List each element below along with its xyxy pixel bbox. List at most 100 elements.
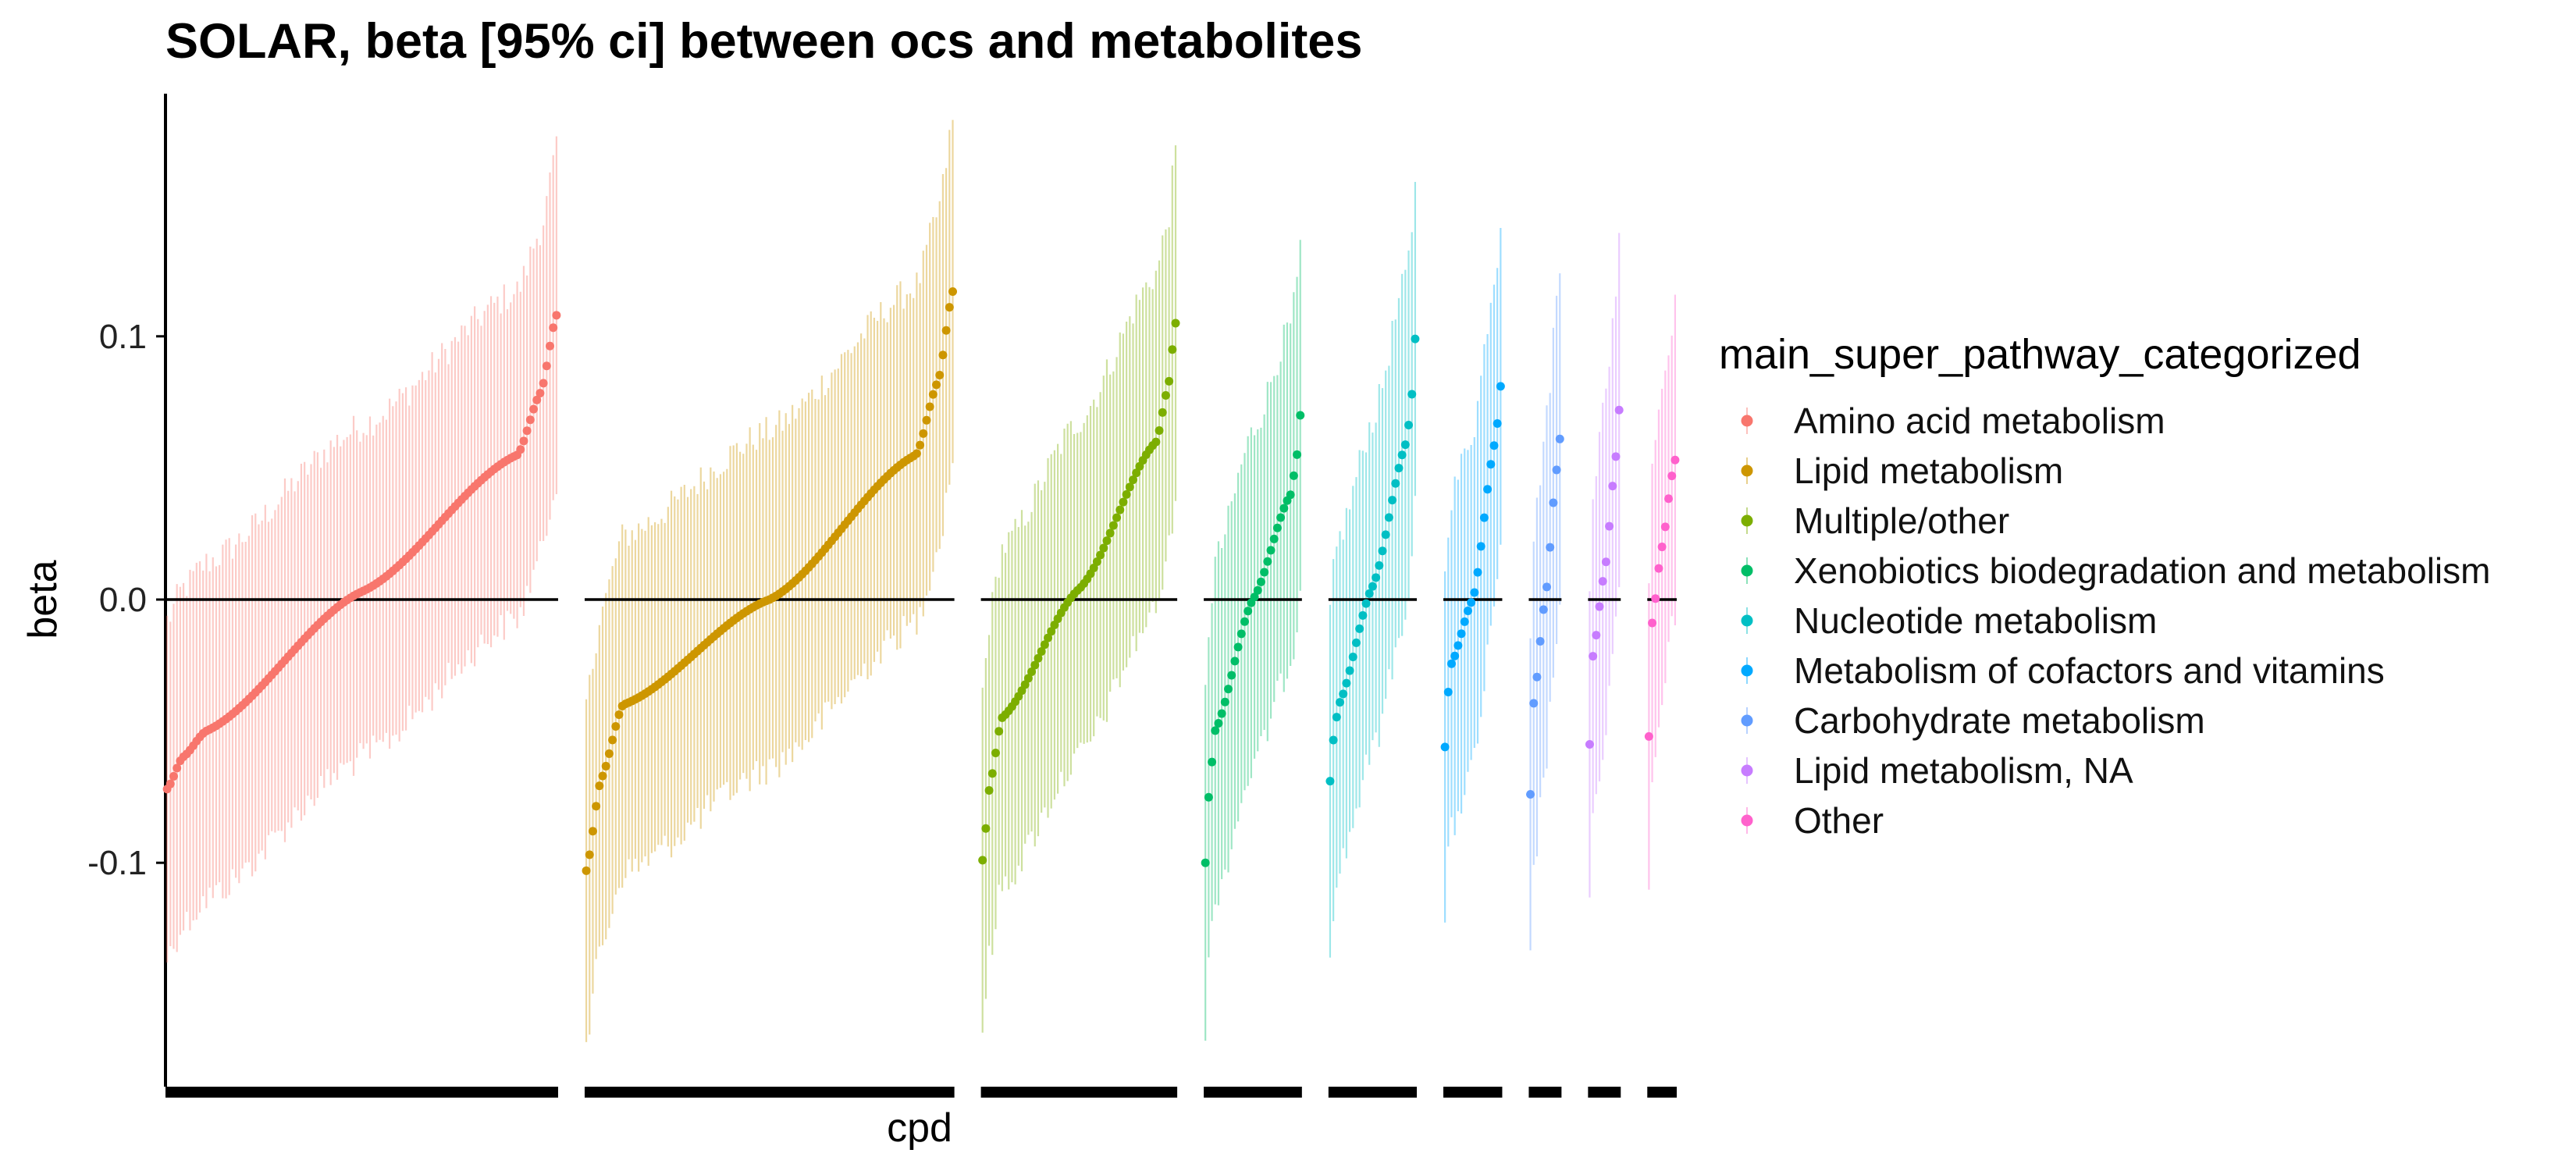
beta-point (1355, 624, 1364, 633)
facet-0 (162, 136, 561, 1098)
legend-item: Lipid metabolism (1741, 450, 2063, 491)
beta-point (169, 771, 178, 781)
legend-point-key (1741, 764, 1753, 777)
legend-item: Carbohydrate metabolism (1741, 700, 2205, 741)
beta-point (1595, 602, 1604, 611)
x-tick-band (584, 1087, 955, 1098)
chart-title: SOLAR, beta [95% ci] between ocs and met… (165, 14, 1362, 69)
beta-point (912, 449, 921, 458)
x-tick-band (1328, 1087, 1418, 1098)
beta-point (1589, 652, 1598, 661)
beta-point (1253, 586, 1262, 595)
beta-point (1230, 657, 1240, 666)
beta-point (1096, 550, 1105, 560)
legend: main_super_pathway_categorized Amino aci… (1719, 331, 2490, 841)
beta-point (1224, 685, 1233, 694)
legend-item: Xenobiotics biodegradation and metabolis… (1741, 550, 2490, 591)
beta-point (585, 850, 594, 860)
beta-point (991, 748, 1000, 757)
beta-point (1250, 593, 1259, 602)
legend-label: Xenobiotics biodegradation and metabolis… (1794, 550, 2490, 591)
facet-6 (1526, 273, 1564, 1098)
facet-2 (978, 145, 1180, 1098)
facet-5 (1440, 227, 1505, 1098)
beta-point (925, 402, 934, 411)
beta-point (1358, 610, 1368, 620)
beta-point (1092, 557, 1101, 567)
beta-point (1296, 411, 1305, 420)
beta-point (1332, 713, 1341, 722)
beta-point (1592, 631, 1601, 640)
beta-point (1611, 452, 1621, 461)
beta-point (932, 380, 941, 390)
legend-point-key (1741, 714, 1753, 727)
beta-point (582, 866, 591, 875)
beta-point (1108, 521, 1118, 530)
legend-item: Lipid metabolism, NA (1741, 750, 2133, 791)
y-tick-label: -0.1 (87, 844, 147, 882)
beta-point (928, 390, 938, 399)
beta-point (1394, 464, 1404, 473)
beta-point (1336, 698, 1345, 707)
x-tick-band (1647, 1087, 1677, 1098)
beta-point (987, 769, 997, 778)
legend-label: Multiple/other (1794, 500, 2009, 541)
beta-point (173, 763, 182, 773)
facet-8 (1644, 294, 1680, 1098)
legend-item: Other (1741, 800, 1884, 841)
beta-point (1348, 653, 1357, 662)
beta-point (1119, 497, 1128, 507)
beta-point (522, 426, 532, 436)
beta-point (1598, 577, 1607, 586)
beta-point (1549, 498, 1558, 507)
beta-point (1440, 742, 1450, 752)
legend-items: Amino acid metabolism Lipid metabolism Mul… (1741, 400, 2490, 841)
beta-point (1660, 522, 1670, 532)
legend-point-key (1741, 814, 1753, 827)
x-tick-band (1528, 1087, 1562, 1098)
beta-point (592, 802, 601, 811)
beta-point (1204, 792, 1213, 802)
beta-point (922, 415, 931, 425)
beta-point (1020, 680, 1030, 689)
beta-point (1364, 589, 1374, 598)
beta-point (588, 827, 597, 836)
beta-point (1532, 672, 1542, 682)
beta-point (1378, 546, 1387, 556)
x-tick-band (1443, 1087, 1503, 1098)
beta-point (1400, 440, 1410, 450)
beta-point (1467, 598, 1476, 607)
beta-point (938, 351, 948, 360)
beta-point (1227, 671, 1236, 680)
beta-point (1165, 376, 1174, 386)
beta-point (1473, 568, 1482, 577)
legend-item: Multiple/other (1741, 500, 2009, 541)
beta-point (516, 445, 525, 454)
beta-point (1342, 678, 1351, 688)
beta-point (552, 311, 561, 320)
legend-point-key (1741, 514, 1753, 527)
beta-point (1027, 667, 1037, 677)
beta-point (1667, 472, 1677, 481)
beta-point (1608, 482, 1617, 491)
beta-point (1289, 471, 1298, 480)
y-axis-title: beta (20, 560, 66, 639)
beta-point (1526, 790, 1535, 799)
beta-point (529, 404, 539, 414)
x-tick-band (165, 1087, 558, 1098)
beta-point (935, 370, 945, 379)
beta-point (1161, 391, 1170, 400)
beta-point (1044, 633, 1053, 642)
beta-point (608, 735, 617, 745)
beta-point (1446, 659, 1456, 668)
beta-point (1272, 523, 1282, 532)
beta-point (1329, 735, 1338, 745)
legend-point-key (1741, 664, 1753, 677)
beta-point (1201, 858, 1210, 867)
beta-point (1099, 543, 1108, 553)
beta-point (532, 395, 542, 404)
beta-point (919, 429, 928, 438)
beta-point (1601, 557, 1610, 567)
beta-point (1381, 530, 1390, 539)
